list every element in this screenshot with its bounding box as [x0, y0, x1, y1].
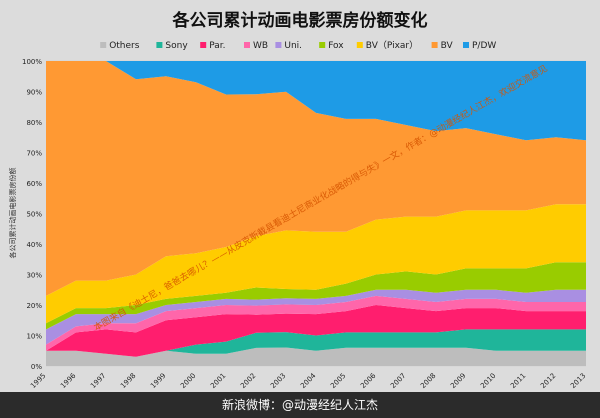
y-tick-label: 100%: [22, 58, 42, 66]
y-tick-label: 70%: [26, 150, 42, 158]
legend-swatch: [275, 42, 282, 48]
legend: Others Sony Par. WB Uni. Fox BV（Pixar） BV P/DW: [100, 40, 496, 51]
y-axis-label: 各公司累计动画电影票房份额: [8, 168, 17, 259]
legend-swatch: [356, 42, 363, 48]
area-series: [46, 262, 586, 330]
y-tick-label: 40%: [26, 241, 42, 249]
y-axis: 0% 10% 20% 30% 40% 50% 60% 70% 80% 90% 100%: [22, 58, 42, 371]
legend-swatch: [100, 42, 107, 48]
legend-label: Uni.: [284, 41, 302, 51]
legend-swatch: [200, 42, 207, 48]
legend-label: Others: [109, 41, 140, 51]
legend-label: BV（Pixar）: [366, 40, 418, 51]
legend-label: Par.: [209, 41, 225, 51]
chart-title: 各公司累计动画电影票房份额变化: [172, 10, 428, 31]
y-tick-label: 20%: [26, 302, 42, 310]
legend-label: Fox: [328, 41, 344, 51]
y-tick-label: 80%: [26, 119, 42, 127]
legend-swatch: [463, 42, 469, 48]
y-tick-label: 60%: [26, 180, 42, 188]
area-series: [46, 305, 586, 357]
y-tick-label: 10%: [26, 333, 42, 341]
y-tick-label: 30%: [26, 272, 42, 280]
legend-swatch: [156, 42, 163, 48]
area-series: [46, 295, 586, 351]
chart: 各公司累计动画电影票房份额变化 Others Sony Par. WB Uni. Fox B…: [8, 10, 588, 391]
legend-label: BV: [441, 41, 454, 51]
legend-label: P/DW: [472, 41, 496, 51]
area-series: [46, 329, 586, 357]
y-tick-label: 0%: [31, 363, 42, 371]
y-tick-label: 50%: [26, 211, 42, 219]
y-tick-label: 90%: [26, 89, 42, 97]
area-series: [46, 347, 586, 366]
legend-label: WB: [253, 41, 268, 51]
legend-label: Sony: [165, 41, 188, 51]
legend-swatch: [244, 42, 250, 48]
area-series: [46, 61, 586, 296]
legend-swatch: [431, 42, 438, 48]
footer-text: 新浪微博：@动漫经纪人江杰: [221, 398, 378, 412]
series-areas: [46, 61, 586, 366]
area-series: [46, 61, 586, 141]
footer: 新浪微博：@动漫经纪人江杰: [0, 392, 600, 418]
area-series: [46, 204, 586, 324]
legend-swatch: [319, 42, 326, 48]
